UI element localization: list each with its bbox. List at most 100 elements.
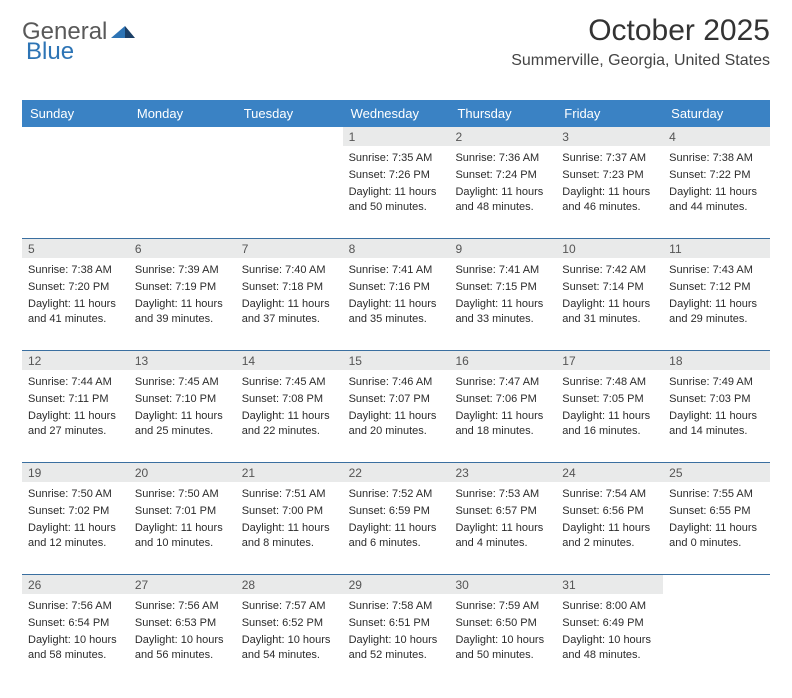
sunrise-text: Sunrise: 7:50 AM [24,485,127,502]
day-header: Wednesday [343,100,450,127]
day-cell [22,146,129,238]
sunrise-text: Sunrise: 7:53 AM [451,485,554,502]
day-number [129,127,236,146]
sunset-text: Sunset: 7:22 PM [665,166,768,183]
daylight-text: Daylight: 10 hours and 52 minutes. [345,631,448,663]
day-cell: Sunrise: 7:45 AMSunset: 7:08 PMDaylight:… [236,370,343,462]
day-cell: Sunrise: 7:56 AMSunset: 6:53 PMDaylight:… [129,594,236,686]
daylight-text: Daylight: 11 hours and 10 minutes. [131,519,234,551]
day-number [22,127,129,146]
sunrise-text: Sunrise: 7:55 AM [665,485,768,502]
daylight-text: Daylight: 11 hours and 44 minutes. [665,183,768,215]
day-number: 21 [236,463,343,482]
day-header: Sunday [22,100,129,127]
sunset-text: Sunset: 7:07 PM [345,390,448,407]
sunset-text: Sunset: 7:00 PM [238,502,341,519]
sunset-text: Sunset: 7:08 PM [238,390,341,407]
sunrise-text: Sunrise: 7:44 AM [24,373,127,390]
day-number: 23 [449,463,556,482]
sunrise-text: Sunrise: 7:46 AM [345,373,448,390]
logo-triangle-icon [111,26,125,38]
day-header: Saturday [663,100,770,127]
sunset-text: Sunset: 7:18 PM [238,278,341,295]
day-cell: Sunrise: 7:38 AMSunset: 7:22 PMDaylight:… [663,146,770,238]
sunset-text: Sunset: 7:02 PM [24,502,127,519]
daylight-text: Daylight: 11 hours and 39 minutes. [131,295,234,327]
sunrise-text: Sunrise: 7:50 AM [131,485,234,502]
day-number: 16 [449,351,556,370]
sunrise-text: Sunrise: 7:40 AM [238,261,341,278]
day-cell: Sunrise: 7:51 AMSunset: 7:00 PMDaylight:… [236,482,343,574]
day-cell: Sunrise: 7:38 AMSunset: 7:20 PMDaylight:… [22,258,129,350]
day-header: Thursday [449,100,556,127]
day-number: 31 [556,575,663,594]
sunset-text: Sunset: 7:24 PM [451,166,554,183]
sunrise-text: Sunrise: 7:35 AM [345,149,448,166]
day-header: Friday [556,100,663,127]
daylight-text: Daylight: 11 hours and 48 minutes. [451,183,554,215]
sunset-text: Sunset: 7:06 PM [451,390,554,407]
day-number: 8 [343,239,450,258]
sunset-text: Sunset: 7:03 PM [665,390,768,407]
day-number [663,575,770,594]
day-number: 9 [449,239,556,258]
sunset-text: Sunset: 7:01 PM [131,502,234,519]
day-header-row: SundayMondayTuesdayWednesdayThursdayFrid… [22,100,770,127]
daylight-text: Daylight: 11 hours and 50 minutes. [345,183,448,215]
sunrise-text: Sunrise: 7:41 AM [345,261,448,278]
sunset-text: Sunset: 7:20 PM [24,278,127,295]
sunrise-text: Sunrise: 7:37 AM [558,149,661,166]
daylight-text: Daylight: 11 hours and 4 minutes. [451,519,554,551]
daylight-text: Daylight: 11 hours and 22 minutes. [238,407,341,439]
sunrise-text: Sunrise: 7:48 AM [558,373,661,390]
daylight-text: Daylight: 11 hours and 35 minutes. [345,295,448,327]
sunset-text: Sunset: 7:16 PM [345,278,448,295]
sunrise-text: Sunrise: 7:52 AM [345,485,448,502]
sunrise-text: Sunrise: 7:47 AM [451,373,554,390]
day-number: 2 [449,127,556,146]
sunrise-text: Sunrise: 7:56 AM [131,597,234,614]
day-number: 30 [449,575,556,594]
day-number: 22 [343,463,450,482]
day-cell: Sunrise: 7:57 AMSunset: 6:52 PMDaylight:… [236,594,343,686]
sunset-text: Sunset: 6:54 PM [24,614,127,631]
day-cell [236,146,343,238]
day-cell: Sunrise: 7:45 AMSunset: 7:10 PMDaylight:… [129,370,236,462]
day-number-row: 567891011 [22,238,770,258]
day-number: 29 [343,575,450,594]
day-cell: Sunrise: 7:55 AMSunset: 6:55 PMDaylight:… [663,482,770,574]
day-number: 20 [129,463,236,482]
day-number: 12 [22,351,129,370]
day-number: 13 [129,351,236,370]
sunrise-text: Sunrise: 7:38 AM [24,261,127,278]
day-number: 15 [343,351,450,370]
sunrise-text: Sunrise: 7:41 AM [451,261,554,278]
sunset-text: Sunset: 6:50 PM [451,614,554,631]
day-number: 1 [343,127,450,146]
day-cell: Sunrise: 7:40 AMSunset: 7:18 PMDaylight:… [236,258,343,350]
daylight-text: Daylight: 11 hours and 31 minutes. [558,295,661,327]
sunset-text: Sunset: 7:23 PM [558,166,661,183]
daylight-text: Daylight: 11 hours and 16 minutes. [558,407,661,439]
calendar: SundayMondayTuesdayWednesdayThursdayFrid… [22,100,770,686]
sunrise-text: Sunrise: 7:45 AM [131,373,234,390]
day-number: 3 [556,127,663,146]
sunrise-text: Sunrise: 7:58 AM [345,597,448,614]
sunset-text: Sunset: 7:10 PM [131,390,234,407]
sunset-text: Sunset: 6:53 PM [131,614,234,631]
sunrise-text: Sunrise: 7:43 AM [665,261,768,278]
day-cell: Sunrise: 7:43 AMSunset: 7:12 PMDaylight:… [663,258,770,350]
sunset-text: Sunset: 6:51 PM [345,614,448,631]
day-number: 17 [556,351,663,370]
day-number: 4 [663,127,770,146]
daylight-text: Daylight: 11 hours and 14 minutes. [665,407,768,439]
day-cell: Sunrise: 7:39 AMSunset: 7:19 PMDaylight:… [129,258,236,350]
daylight-text: Daylight: 11 hours and 29 minutes. [665,295,768,327]
daylight-text: Daylight: 11 hours and 2 minutes. [558,519,661,551]
day-cell: Sunrise: 7:41 AMSunset: 7:16 PMDaylight:… [343,258,450,350]
daylight-text: Daylight: 11 hours and 18 minutes. [451,407,554,439]
day-number: 24 [556,463,663,482]
day-number: 7 [236,239,343,258]
sunrise-text: Sunrise: 8:00 AM [558,597,661,614]
day-header: Monday [129,100,236,127]
